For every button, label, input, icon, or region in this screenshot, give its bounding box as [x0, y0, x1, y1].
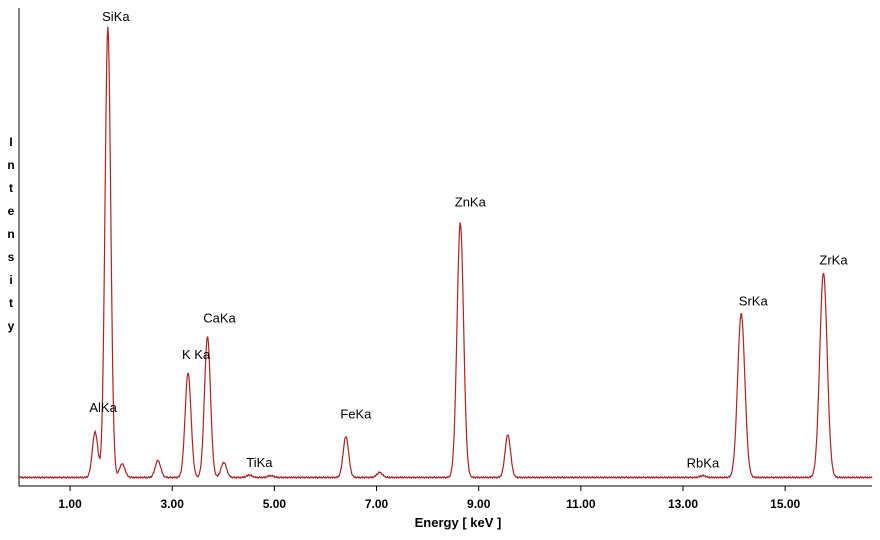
spectrum-line	[18, 26, 873, 480]
x-tick-label: 3.00	[161, 497, 185, 511]
y-axis-title-letter: I	[9, 135, 12, 149]
y-axis-title-letter: s	[8, 250, 15, 264]
x-tick-label: 9.00	[467, 497, 491, 511]
y-axis-title-letter: n	[7, 158, 14, 172]
peak-labels: AlKa SiKa K Ka CaKa TiKa FeKa ZnKa RbKa SrKa ZrKa	[89, 9, 848, 471]
x-axis-ticks	[69, 486, 786, 491]
peak-label: FeKa	[340, 407, 372, 422]
y-axis-title-letter: t	[9, 181, 13, 195]
y-axis-title-letter: i	[9, 273, 12, 287]
x-tick-label: 13.00	[668, 497, 698, 511]
peak-label: ZnKa	[455, 195, 487, 210]
x-axis-tick-labels: 1.00 3.00 5.00 7.00 9.00 11.00 13.00 15.00	[58, 497, 800, 511]
x-tick-label: 15.00	[770, 497, 800, 511]
peak-label: CaKa	[203, 310, 236, 325]
peak-label: ZrKa	[819, 253, 848, 268]
y-axis-title-letter: t	[9, 296, 13, 310]
x-axis-title: Energy [ keV ]	[415, 515, 502, 530]
peak-label: K Ka	[182, 347, 211, 362]
x-tick-label: 7.00	[365, 497, 389, 511]
x-tick-label: 1.00	[58, 497, 82, 511]
y-axis-title-letter: n	[7, 227, 14, 241]
peak-label: AlKa	[89, 400, 117, 415]
peak-label: SiKa	[102, 9, 130, 24]
y-axis-title-letter: e	[8, 204, 15, 218]
peak-label: RbKa	[687, 456, 720, 471]
x-tick-label: 11.00	[566, 497, 596, 511]
y-axis-title-letter: y	[8, 319, 15, 333]
x-tick-label: 5.00	[263, 497, 287, 511]
peak-label: SrKa	[739, 294, 769, 309]
peak-label: TiKa	[246, 455, 273, 470]
